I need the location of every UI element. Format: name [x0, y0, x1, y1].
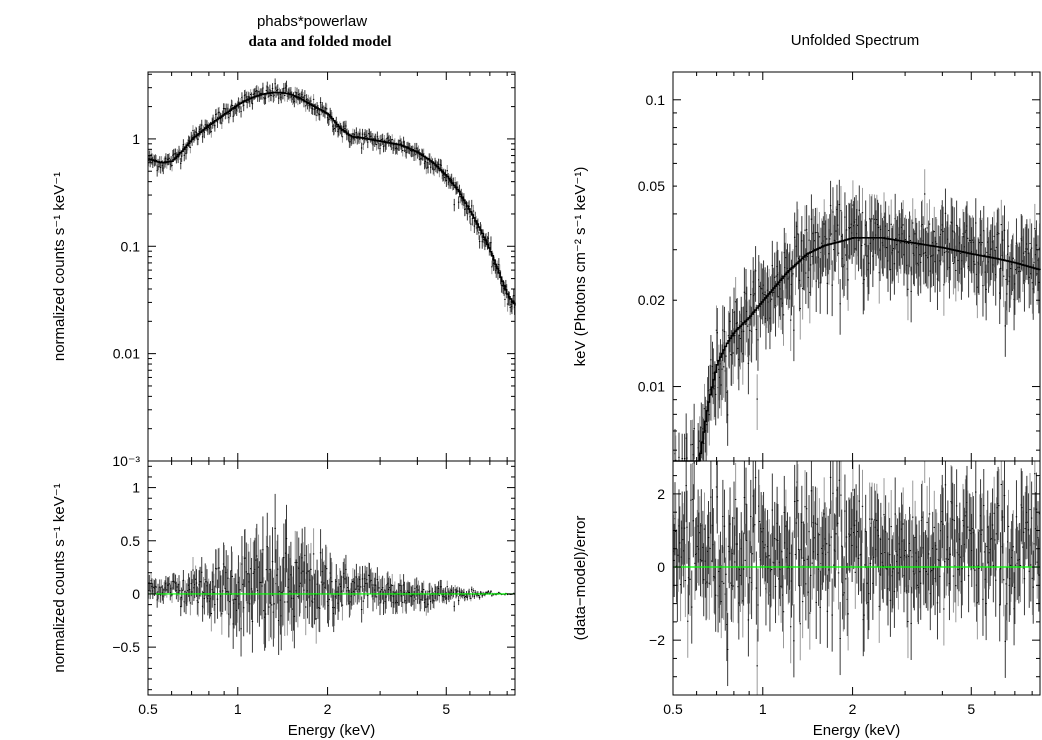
upper-y-axis-label: keV (Photons cm⁻² s⁻¹ keV⁻¹) [572, 167, 589, 367]
x-axis-label: Energy (keV) [288, 722, 376, 739]
residual-points [672, 461, 1041, 695]
y-tick-label: 0 [657, 559, 665, 575]
y-tick-label: 0.1 [121, 238, 141, 254]
upper-y-axis-label: normalized counts s⁻¹ keV⁻¹ [51, 172, 68, 361]
model-curve [673, 237, 1041, 462]
y-tick-label: 0.01 [113, 346, 140, 362]
left-title: phabs*powerlaw [257, 13, 367, 30]
lower-frame [672, 460, 1041, 696]
y-tick-label: 0 [132, 586, 140, 602]
lower-y-axis-label: (data−model)/error [572, 516, 589, 641]
x-axis-label: Energy (keV) [813, 722, 901, 739]
y-tick-label: 0.1 [646, 92, 666, 108]
left-subtitle: data and folded model [249, 34, 392, 50]
y-tick-label: 0.5 [121, 533, 141, 549]
x-tick-label: 2 [324, 701, 332, 717]
y-tick-label: 0.01 [638, 379, 665, 395]
y-tick-label: 0.02 [638, 292, 665, 308]
y-tick-label: 1 [132, 480, 140, 496]
right-title: Unfolded Spectrum [791, 32, 919, 49]
x-tick-label: 2 [849, 701, 857, 717]
y-tick-label: −2 [649, 632, 665, 648]
residual-points [147, 493, 516, 657]
x-tick-label: 1 [759, 701, 767, 717]
y-tick-label: 2 [657, 486, 665, 502]
x-tick-label: 5 [442, 701, 450, 717]
y-tick-label: 10⁻³ [112, 453, 140, 469]
left-panel: 0.5 1 2 5 Energy (keV) 10⁻³ 0.01 0.1 1 −0.5 0 0.5 1 n… [51, 71, 516, 739]
y-tick-label: −0.5 [112, 639, 140, 655]
data-points [674, 169, 1041, 461]
x-tick-label: 0.5 [663, 701, 683, 717]
data-points [147, 78, 516, 316]
x-tick-label: 1 [234, 701, 242, 717]
model-curve [148, 91, 516, 306]
x-tick-label: 5 [967, 701, 975, 717]
y-tick-label: 0.05 [638, 178, 665, 194]
lower-frame [147, 460, 516, 696]
lower-y-axis-label: normalized counts s⁻¹ keV⁻¹ [51, 483, 68, 672]
right-panel: 0.5 1 2 5 Energy (keV) 0.01 0.02 0.05 0.1 −2 0 2 keV… [572, 71, 1041, 739]
y-tick-label: 1 [132, 131, 140, 147]
x-tick-label: 0.5 [138, 701, 158, 717]
